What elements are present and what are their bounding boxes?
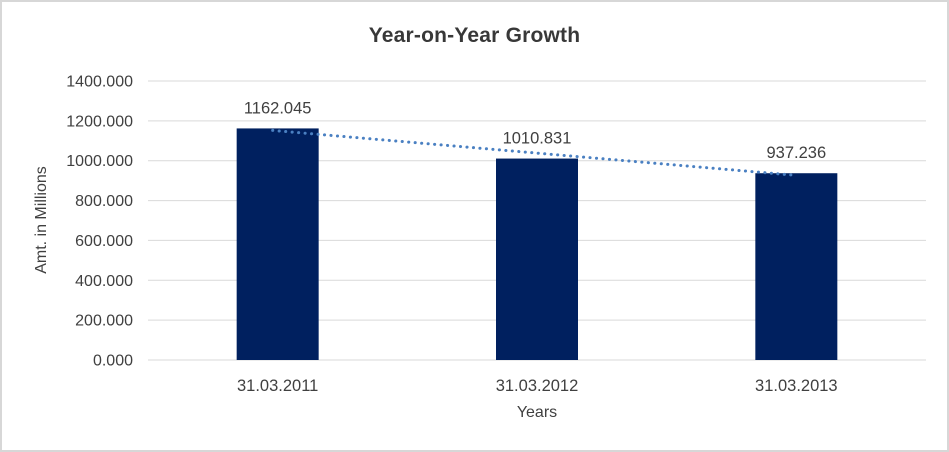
x-axis-title: Years [516,404,558,421]
bar [755,173,838,360]
x-category-label: 31.03.2012 [496,377,579,395]
bar-data-label: 1010.831 [503,130,572,148]
x-category-label: 31.03.2011 [237,377,318,395]
y-tick-label: 1000.000 [66,153,133,170]
bar [496,158,578,360]
x-category-label: 31.03.2013 [755,377,838,395]
trendline [271,128,796,177]
y-tick-label: 600.000 [75,233,133,250]
chart-title: Year-on-Year Growth [368,24,581,47]
bar-data-label: 937.236 [767,144,827,162]
y-tick-label: 1200.000 [66,113,133,130]
y-tick-label: 1400.000 [66,74,133,91]
y-tick-label: 0.000 [93,353,133,370]
y-tick-label: 200.000 [75,313,133,330]
bar-data-label: 1162.045 [244,99,312,117]
bar [236,128,319,360]
y-tick-label: 800.000 [75,193,133,210]
y-tick-label: 400.000 [75,273,133,290]
